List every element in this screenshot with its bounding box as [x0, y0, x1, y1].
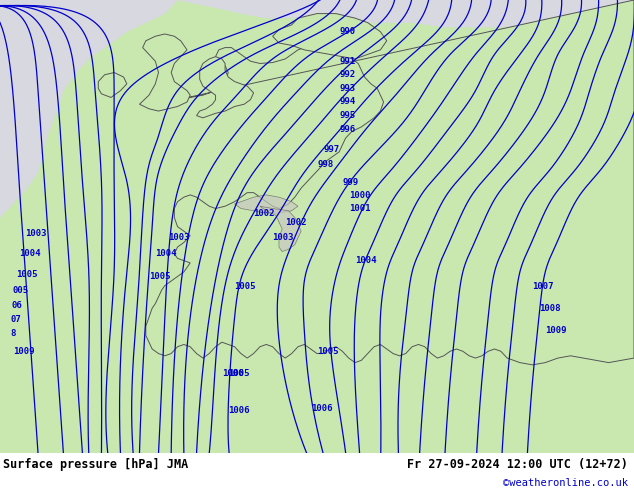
Text: 1003: 1003 — [273, 233, 294, 243]
Text: 996: 996 — [339, 124, 355, 134]
Text: 1002: 1002 — [254, 209, 275, 218]
Text: 1001: 1001 — [349, 204, 370, 213]
Polygon shape — [273, 14, 387, 59]
Text: 1000: 1000 — [349, 191, 370, 200]
Text: 990: 990 — [339, 27, 355, 36]
Text: 1003: 1003 — [25, 229, 47, 238]
Text: 1005: 1005 — [16, 270, 37, 279]
Polygon shape — [260, 206, 301, 251]
Polygon shape — [146, 0, 634, 365]
Text: 1005: 1005 — [228, 369, 250, 378]
Text: 1008: 1008 — [539, 304, 560, 313]
Text: 1004: 1004 — [355, 256, 377, 265]
Text: 1006: 1006 — [222, 369, 243, 378]
Text: 1005: 1005 — [149, 272, 171, 281]
Text: 993: 993 — [339, 84, 355, 93]
Text: 1003: 1003 — [168, 233, 190, 243]
Text: 07: 07 — [11, 315, 22, 324]
Text: 1004: 1004 — [19, 249, 41, 258]
Polygon shape — [0, 0, 178, 218]
Text: 06: 06 — [11, 301, 22, 311]
Polygon shape — [235, 195, 298, 213]
Text: 998: 998 — [317, 160, 333, 169]
Text: 999: 999 — [342, 178, 358, 187]
Text: Surface pressure [hPa] JMA: Surface pressure [hPa] JMA — [3, 458, 188, 471]
Text: 1004: 1004 — [155, 249, 177, 258]
Text: 1007: 1007 — [533, 282, 554, 291]
Text: 005: 005 — [13, 286, 29, 294]
Text: 995: 995 — [339, 111, 355, 120]
Text: 997: 997 — [323, 145, 339, 154]
Polygon shape — [178, 0, 634, 36]
Text: 1006: 1006 — [311, 404, 332, 414]
Text: 1006: 1006 — [228, 406, 250, 415]
Text: 1009: 1009 — [545, 326, 567, 335]
Text: 1005: 1005 — [317, 347, 339, 356]
Text: ©weatheronline.co.uk: ©weatheronline.co.uk — [503, 478, 628, 489]
Text: 1005: 1005 — [235, 282, 256, 291]
Text: 991: 991 — [339, 57, 355, 66]
Text: 8: 8 — [10, 329, 15, 338]
Text: 994: 994 — [339, 98, 355, 106]
Text: 992: 992 — [339, 70, 355, 79]
Polygon shape — [98, 73, 127, 98]
Text: 1009: 1009 — [13, 347, 34, 356]
Polygon shape — [139, 34, 190, 111]
Text: Fr 27-09-2024 12:00 UTC (12+72): Fr 27-09-2024 12:00 UTC (12+72) — [407, 458, 628, 471]
Polygon shape — [0, 0, 634, 453]
Polygon shape — [197, 57, 254, 118]
Text: 1002: 1002 — [285, 218, 307, 226]
